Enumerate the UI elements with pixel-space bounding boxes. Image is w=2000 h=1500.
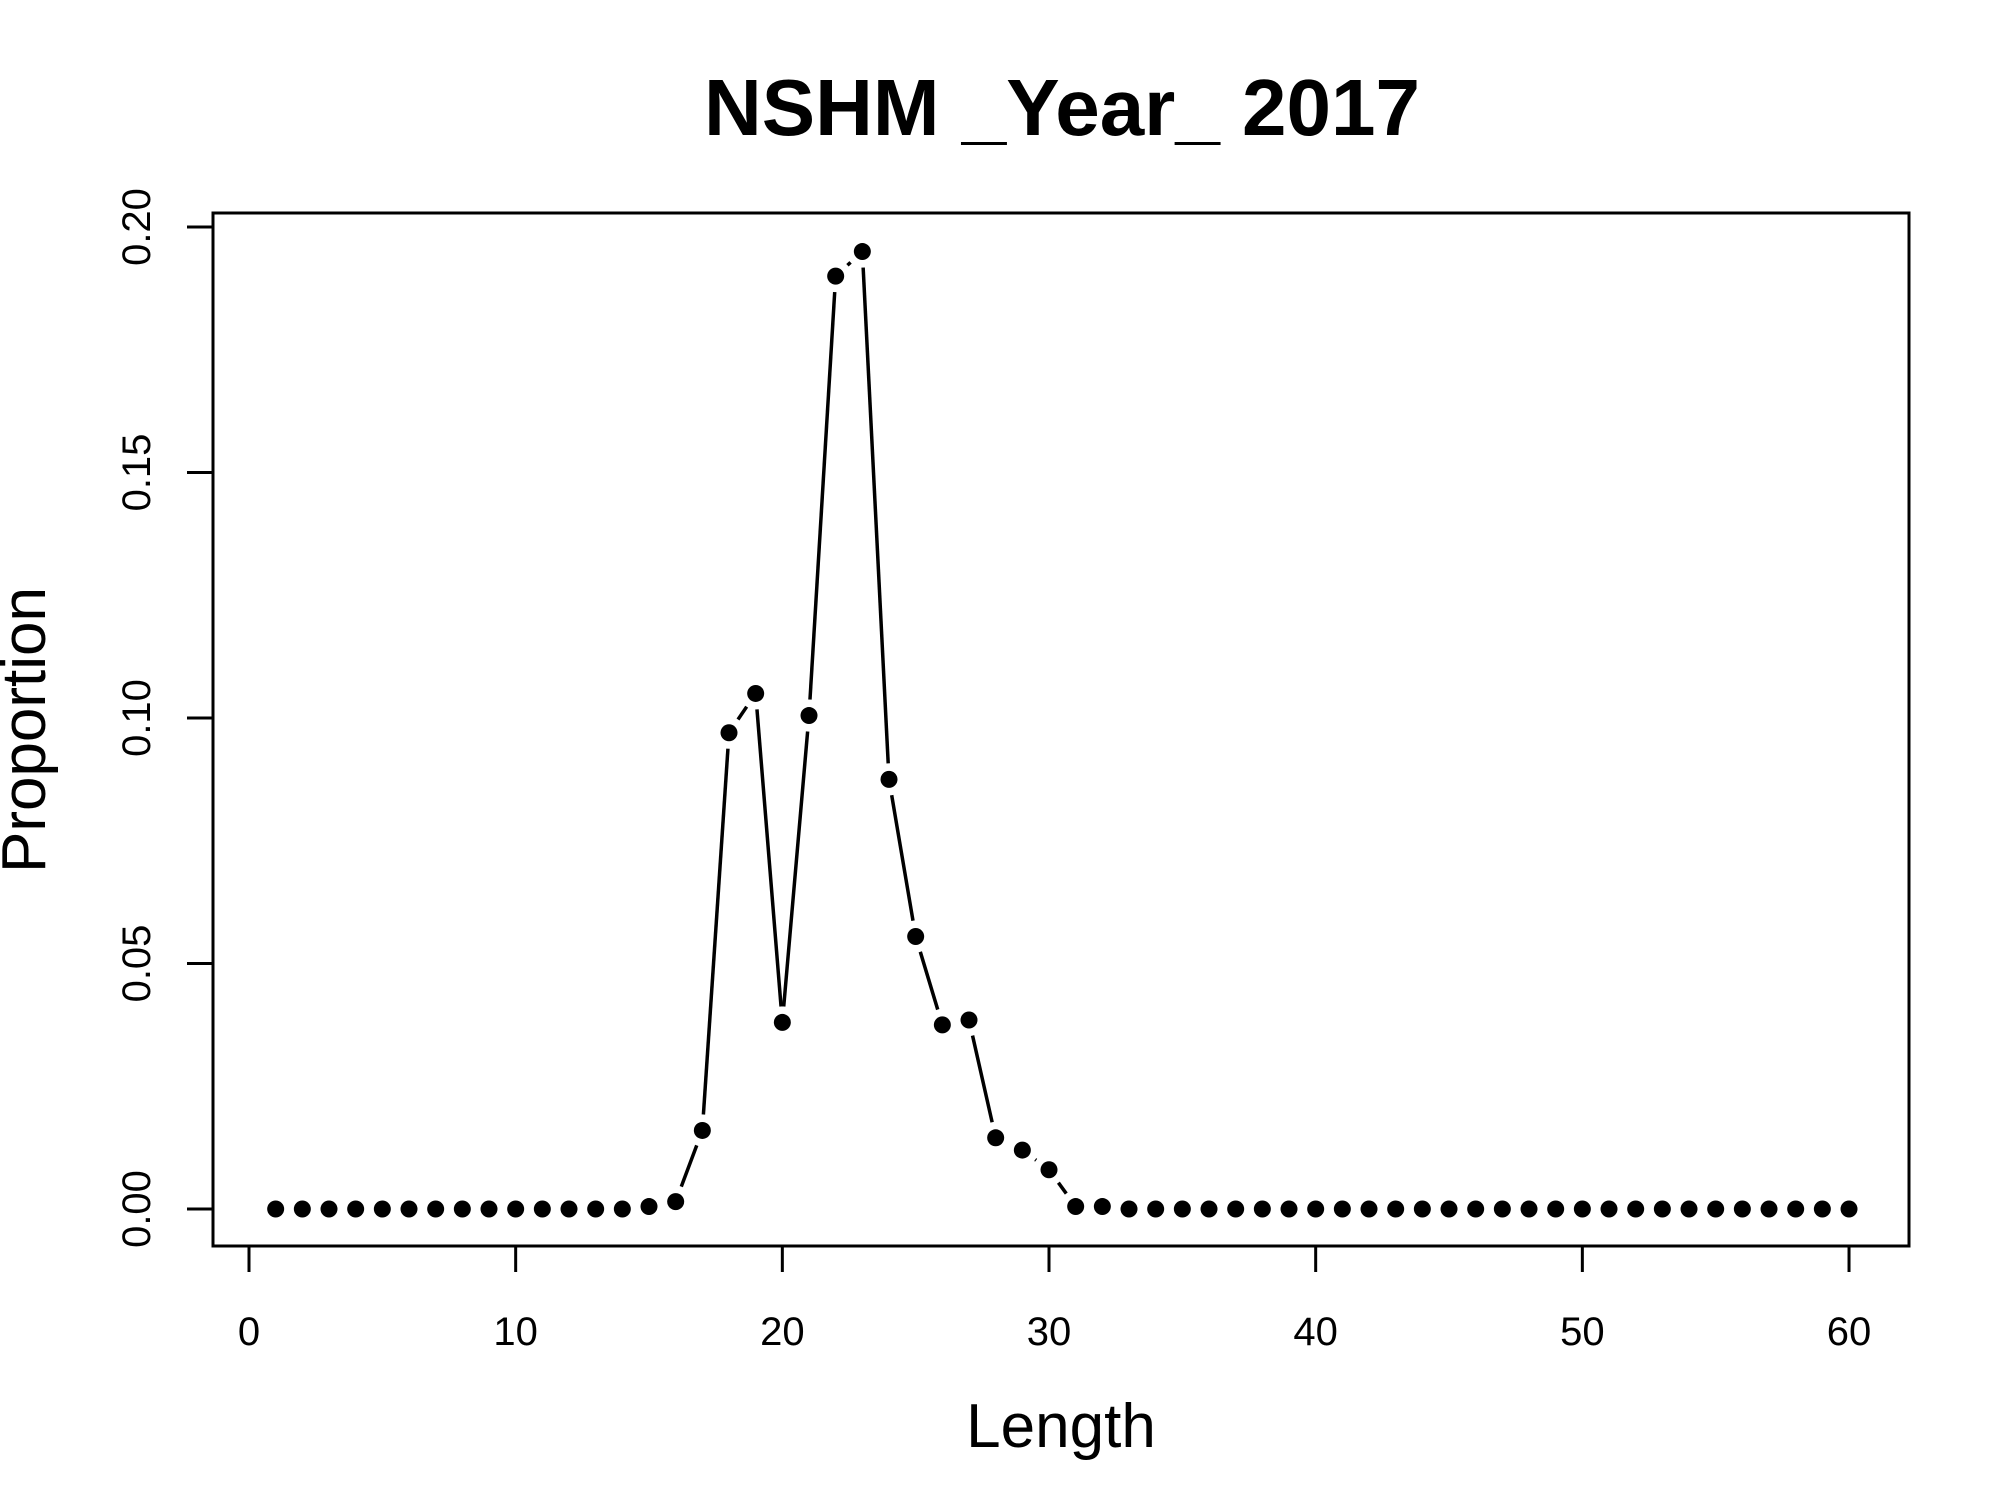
data-point-48	[1547, 1200, 1565, 1218]
data-point-3	[347, 1200, 365, 1218]
data-point-12	[587, 1200, 605, 1218]
data-point-50	[1600, 1200, 1618, 1218]
data-point-0	[267, 1200, 285, 1218]
data-point-16	[693, 1121, 711, 1139]
data-point-59	[1840, 1200, 1858, 1218]
data-point-58	[1813, 1200, 1831, 1218]
data-point-2	[320, 1200, 338, 1218]
data-point-36	[1227, 1200, 1245, 1218]
chart-title: NSHM _Year_ 2017	[704, 63, 1420, 152]
data-point-37	[1253, 1200, 1271, 1218]
data-point-28	[1013, 1141, 1031, 1159]
data-point-11	[560, 1200, 578, 1218]
data-point-45	[1467, 1200, 1485, 1218]
line-segment-26	[970, 1035, 994, 1123]
data-point-15	[667, 1193, 685, 1211]
data-point-40	[1333, 1200, 1351, 1218]
line-segment-28	[1034, 1158, 1038, 1162]
data-point-18	[747, 684, 765, 702]
x-tick-label-5: 50	[1560, 1310, 1605, 1354]
data-point-27	[987, 1129, 1005, 1147]
data-point-49	[1573, 1200, 1591, 1218]
data-point-32	[1120, 1200, 1138, 1218]
data-point-55	[1733, 1200, 1751, 1218]
data-point-21	[827, 267, 845, 285]
data-point-46	[1493, 1200, 1511, 1218]
data-point-30	[1067, 1198, 1085, 1216]
data-point-23	[880, 770, 898, 788]
x-axis-label: Length	[966, 1392, 1156, 1461]
data-point-7	[453, 1200, 471, 1218]
data-point-17	[720, 724, 738, 742]
y-tick-label-0: 0.00	[115, 1170, 159, 1248]
line-segment-20	[808, 291, 837, 700]
y-tick-label-4: 0.20	[115, 188, 159, 266]
x-tick-label-4: 40	[1293, 1310, 1338, 1354]
data-point-56	[1760, 1200, 1778, 1218]
data-point-25	[933, 1016, 951, 1034]
data-point-53	[1680, 1200, 1698, 1218]
data-point-24	[907, 927, 925, 945]
line-segment-19	[781, 731, 810, 1007]
y-tick-label-2: 0.10	[115, 679, 159, 757]
data-point-35	[1200, 1200, 1218, 1218]
data-point-4	[373, 1200, 391, 1218]
line-segment-15	[679, 1144, 699, 1188]
data-point-52	[1653, 1200, 1671, 1218]
line-segment-24	[918, 951, 940, 1011]
y-tick-label-1: 0.05	[115, 925, 159, 1003]
line-segment-29	[1056, 1181, 1068, 1195]
data-point-44	[1440, 1200, 1458, 1218]
line-segment-17	[736, 705, 749, 721]
data-point-39	[1307, 1200, 1325, 1218]
data-point-47	[1520, 1200, 1538, 1218]
line-segment-16	[701, 748, 730, 1115]
x-tick-label-3: 30	[1027, 1310, 1072, 1354]
data-point-9	[507, 1200, 525, 1218]
data-point-51	[1627, 1200, 1645, 1218]
x-tick-label-1: 10	[493, 1310, 538, 1354]
x-tick-label-2: 20	[760, 1310, 805, 1354]
series-points	[267, 243, 1858, 1218]
line-segment-18	[755, 709, 783, 1007]
x-tick-label-0: 0	[238, 1310, 260, 1354]
data-point-31	[1093, 1198, 1111, 1216]
data-point-13	[613, 1200, 631, 1218]
line-segment-23	[889, 794, 915, 922]
data-point-42	[1387, 1200, 1405, 1218]
data-point-26	[960, 1011, 978, 1029]
data-point-10	[533, 1200, 551, 1218]
data-point-41	[1360, 1200, 1378, 1218]
data-point-57	[1787, 1200, 1805, 1218]
data-point-20	[800, 707, 818, 725]
data-point-22	[853, 243, 871, 261]
data-point-8	[480, 1200, 498, 1218]
y-axis-label: Proportion	[0, 587, 59, 873]
data-point-54	[1707, 1200, 1725, 1218]
data-point-29	[1040, 1161, 1058, 1179]
data-point-6	[427, 1200, 445, 1218]
line-segment-21	[846, 261, 852, 267]
x-tick-label-6: 60	[1827, 1310, 1872, 1354]
line-segment-22	[861, 267, 890, 764]
data-point-1	[293, 1200, 311, 1218]
y-tick-label-3: 0.15	[115, 434, 159, 512]
data-point-34	[1173, 1200, 1191, 1218]
data-point-14	[640, 1198, 658, 1216]
series-line	[679, 261, 1068, 1195]
data-point-33	[1147, 1200, 1165, 1218]
y-axis: 0.00 0.05 0.10 0.15 0.20	[115, 188, 215, 1248]
x-axis: 0 10 20 30 40 50 60	[238, 1244, 1872, 1354]
data-point-38	[1280, 1200, 1298, 1218]
data-point-43	[1413, 1200, 1431, 1218]
plot-frame	[211, 211, 1911, 1248]
data-point-5	[400, 1200, 418, 1218]
data-point-19	[773, 1013, 791, 1031]
